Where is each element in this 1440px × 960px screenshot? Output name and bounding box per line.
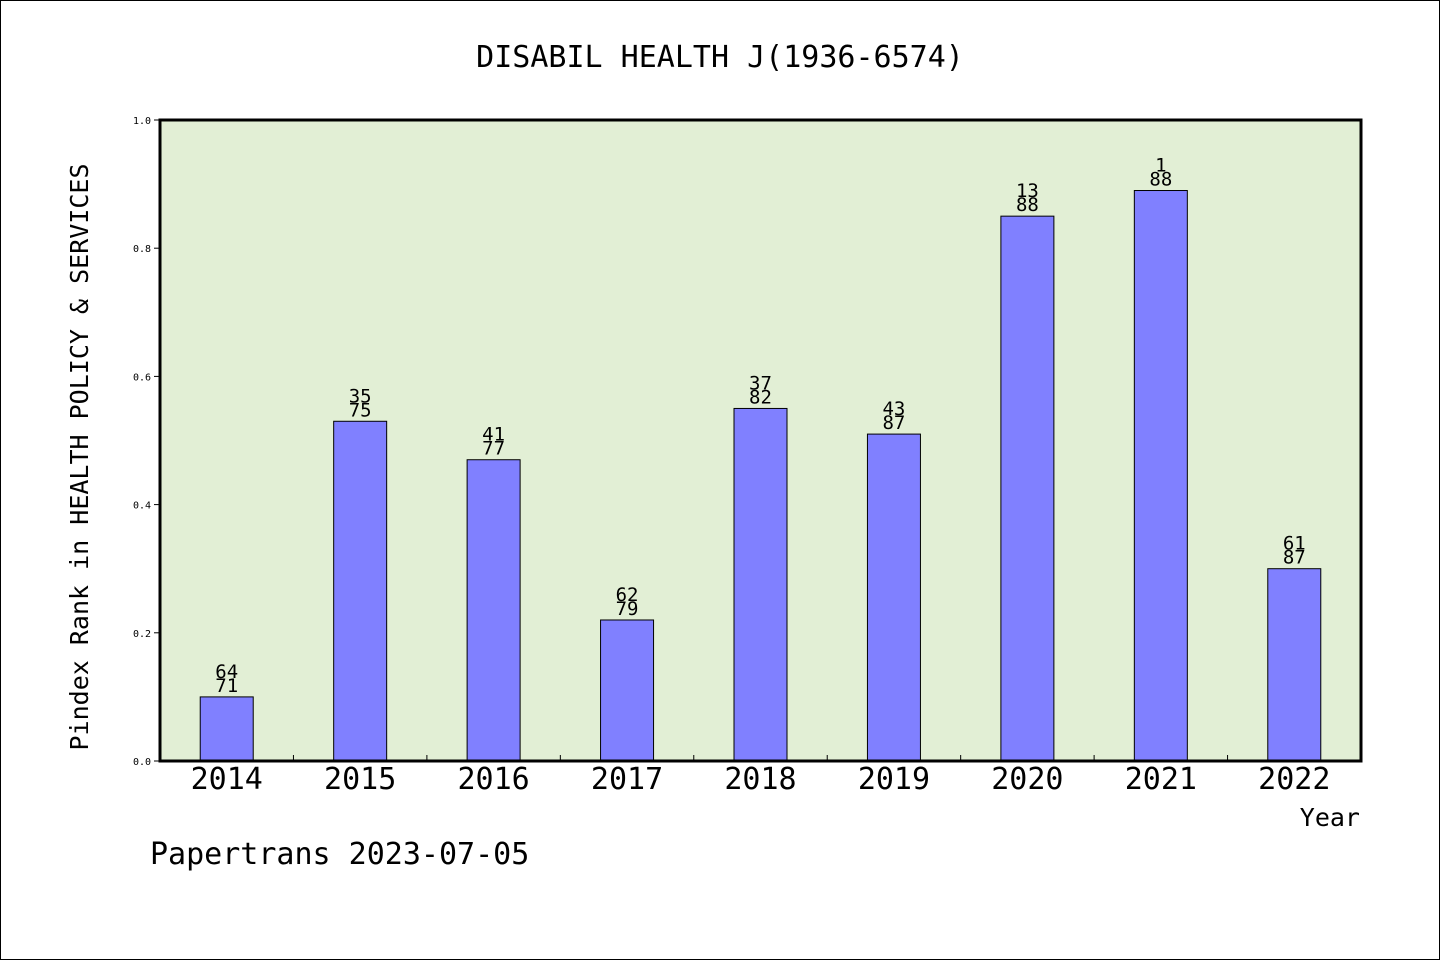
bar-label-rank: 43: [882, 398, 905, 420]
y-tick-label: 0.0: [133, 757, 151, 768]
x-tick-label: 2015: [324, 762, 396, 797]
bar-label-total: 87: [1283, 547, 1306, 569]
bar-2018: [733, 407, 788, 762]
y-axis-label: Pindex Rank in HEALTH POLICY & SERVICES: [65, 164, 94, 751]
bar-2021: [1133, 190, 1188, 762]
x-tick-label: 2014: [191, 762, 263, 797]
x-axis: 2014 2015 2016 2017 2018 2019 2020 2021 2022: [191, 755, 1330, 797]
y-tick-label: 0.6: [133, 372, 151, 383]
bar-label-total: 79: [616, 598, 639, 620]
bar-2019: [866, 433, 921, 762]
footer-text: Papertrans 2023-07-05: [150, 837, 529, 872]
bars: [199, 190, 1322, 762]
y-tick-label: 0.4: [133, 501, 151, 512]
bar-label-rank: 13: [1016, 180, 1039, 202]
x-axis-label: Year: [1300, 803, 1360, 832]
chart-title: DISABIL HEALTH J(1936-6574): [476, 40, 964, 75]
x-tick-label: 2019: [858, 762, 930, 797]
y-tick-label: 0.8: [133, 244, 151, 255]
bar-label-total: 87: [882, 412, 905, 434]
bar-label-rank: 41: [482, 424, 505, 446]
bar-2017: [600, 619, 655, 762]
x-tick-label: 2022: [1258, 762, 1330, 797]
bar-2014: [199, 696, 254, 762]
x-tick-label: 2017: [591, 762, 663, 797]
bar-label-rank: 35: [349, 385, 372, 407]
bar-label-total: 88: [1149, 169, 1172, 191]
bar-label-rank: 62: [616, 584, 639, 606]
bar-label-total: 75: [349, 399, 372, 421]
bar-label-total: 71: [215, 675, 238, 697]
bar-2020: [1000, 215, 1055, 762]
bar-label-total: 88: [1016, 194, 1039, 216]
y-axis: 0.0 0.2 0.4 0.6 0.8 1.0: [133, 116, 160, 768]
x-tick-label: 2018: [724, 762, 796, 797]
bar-label-total: 77: [482, 438, 505, 460]
x-tick-label: 2020: [991, 762, 1063, 797]
x-tick-label: 2016: [457, 762, 529, 797]
bar-label-total: 82: [749, 386, 772, 408]
bar-label-rank: 61: [1283, 533, 1306, 555]
y-tick-label: 0.2: [133, 629, 151, 640]
bar-label-rank: 1: [1155, 155, 1166, 177]
bar-2016: [466, 459, 521, 762]
plot-border: [158, 118, 1363, 763]
bar-label-rank: 37: [749, 372, 772, 394]
y-tick-label: 1.0: [133, 116, 151, 127]
bar-2015: [333, 420, 388, 762]
x-tick-label: 2021: [1125, 762, 1197, 797]
bar-label-rank: 64: [215, 661, 238, 683]
bar-2022: [1267, 568, 1322, 762]
